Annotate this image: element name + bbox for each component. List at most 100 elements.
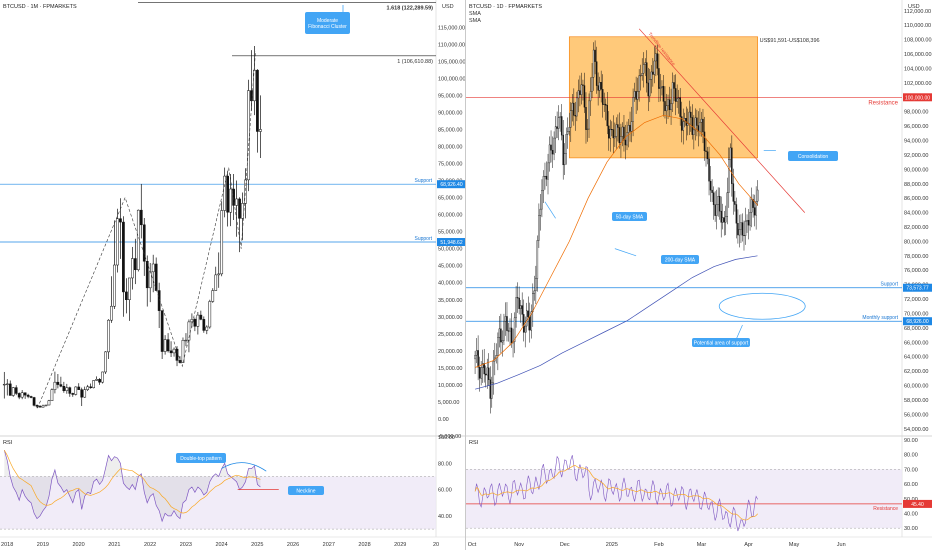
price-tick-label: 30,000.00	[438, 315, 462, 321]
candle-body	[59, 384, 63, 387]
daily-candle	[638, 69, 640, 102]
daily-candle	[512, 328, 514, 358]
daily-candle	[667, 94, 669, 120]
candle-body	[253, 69, 256, 102]
monthly-candle	[139, 183, 143, 239]
candle-body	[481, 363, 484, 368]
daily-candle	[591, 63, 593, 99]
support-price-tag-text: 68,926.40	[440, 182, 462, 188]
daily-candle	[550, 130, 552, 163]
daily-candle	[611, 121, 613, 137]
candle-body	[700, 118, 703, 123]
candle-body	[62, 386, 66, 391]
candle-body	[250, 90, 253, 102]
daily-candle	[519, 299, 522, 323]
daily-candle	[703, 116, 706, 161]
daily-candle	[674, 74, 677, 116]
monthly-candle	[107, 319, 110, 360]
candle-body	[38, 406, 42, 408]
candle-body	[755, 201, 757, 216]
daily-candle	[723, 210, 725, 236]
daily-candle	[577, 79, 580, 113]
daily-candle	[541, 179, 543, 218]
candle-body	[533, 290, 536, 294]
daily-candle	[706, 146, 709, 165]
candle-body	[521, 305, 523, 315]
candle-body	[750, 199, 753, 213]
daily-candle	[709, 166, 712, 202]
daily-candle	[693, 115, 695, 150]
rsi-title: RSI	[469, 440, 479, 446]
price-tick-label: 15,000.00	[438, 366, 462, 372]
monthly-candle	[199, 310, 203, 321]
candle-body	[169, 350, 173, 354]
daily-chart-panel: BTCUSD · 1D · FPMARKETSSMASMAUSD112,000.…	[466, 0, 932, 548]
monthly-candle	[148, 262, 152, 303]
daily-candle	[624, 124, 627, 160]
candle-body	[513, 317, 516, 343]
candle-body	[729, 147, 732, 160]
monthly-candle	[113, 220, 116, 309]
daily-candle	[621, 122, 624, 147]
price-tick-label: 58,000.00	[904, 398, 928, 404]
daily-candle	[571, 94, 574, 122]
candle-body	[139, 209, 143, 226]
daily-candle	[633, 82, 636, 102]
candle-body	[519, 305, 522, 309]
candle-body	[615, 124, 618, 137]
callout-fib-cluster-text: Fibonacci Cluster	[308, 24, 347, 30]
daily-candle	[746, 214, 748, 233]
daily-candle	[694, 108, 697, 141]
monthly-candle	[14, 385, 18, 396]
monthly-candle	[47, 399, 51, 406]
candle-body	[606, 105, 608, 127]
candle-body	[551, 150, 554, 155]
candle-body	[550, 144, 552, 151]
daily-candle	[717, 187, 719, 217]
callout-fib-cluster-box	[305, 12, 350, 34]
price-tick-label: 60,000.00	[438, 213, 462, 219]
callout-sma200-pointer	[614, 248, 637, 257]
daily-candle	[688, 100, 691, 136]
price-tick-label: 60,000.00	[904, 384, 928, 390]
monthly-candle	[190, 313, 194, 328]
rsi-tick-label: 80.00	[438, 461, 452, 467]
daily-candle	[749, 197, 751, 231]
monthly-candle	[101, 371, 104, 384]
candle-body	[720, 210, 722, 223]
time-tick-label: 2029	[394, 542, 406, 548]
monthly-candle	[196, 312, 200, 335]
daily-candle	[721, 203, 724, 230]
candle-body	[122, 221, 125, 293]
price-tick-label: 76,000.00	[904, 268, 928, 274]
price-tick-label: 56,000.00	[904, 412, 928, 418]
daily-candle	[668, 86, 671, 118]
price-tick-label: 86,000.00	[904, 196, 928, 202]
candle-body	[509, 327, 511, 332]
daily-candle	[585, 92, 587, 144]
candle-body	[714, 204, 716, 216]
daily-candle	[708, 146, 710, 196]
candle-body	[500, 328, 502, 343]
candle-body	[737, 223, 739, 236]
candle-body	[649, 79, 651, 97]
rsi-tick-label: 60.00	[438, 488, 452, 494]
monthly-candle	[23, 392, 27, 399]
daily-candle	[729, 143, 732, 168]
candle-body	[706, 151, 709, 160]
monthly-candle	[26, 393, 30, 399]
monthly-candle	[232, 174, 235, 221]
candle-body	[589, 91, 592, 102]
daily-candle	[516, 282, 519, 313]
candle-body	[702, 118, 704, 133]
candle-body	[567, 131, 569, 135]
monthly-candle	[41, 404, 45, 408]
price-tick-label: 90,000.00	[904, 167, 928, 173]
price-tick-label: 96,000.00	[904, 124, 928, 130]
daily-candle	[601, 74, 604, 118]
currency-label: USD	[442, 4, 454, 10]
candle-body	[621, 126, 624, 137]
price-tick-label: 35,000.00	[438, 298, 462, 304]
daily-candle	[630, 106, 633, 143]
daily-candle	[659, 73, 662, 102]
